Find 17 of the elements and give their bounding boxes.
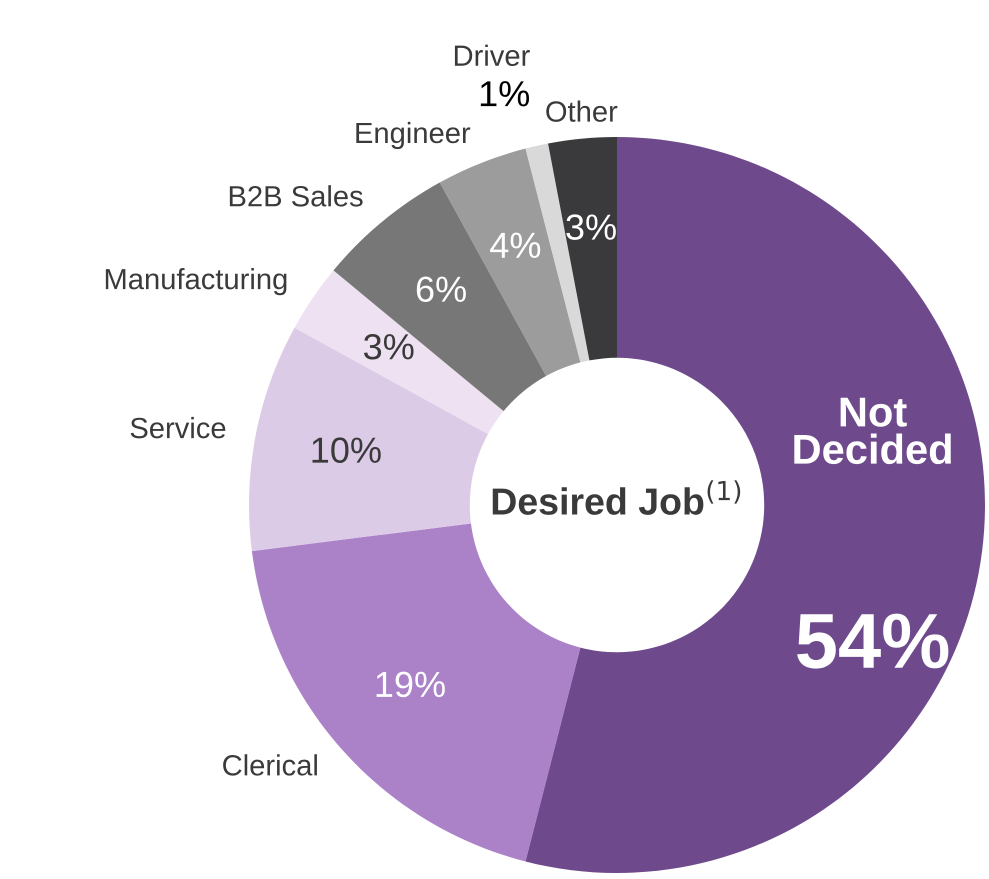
data-label: 3% — [566, 214, 616, 240]
data-label: 19% — [376, 672, 445, 698]
data-label: 54% — [797, 614, 948, 669]
data-label: 10% — [312, 437, 381, 463]
data-label: 4% — [490, 232, 540, 258]
data-label: 1% — [480, 81, 530, 106]
slice-label: Engineer — [356, 122, 470, 150]
slice-label: Driver — [454, 44, 530, 66]
slice-label: Service — [130, 416, 226, 438]
slice-label: Clerical — [223, 754, 317, 776]
data-label: 3% — [364, 334, 414, 360]
slice-label: Not Decided — [794, 398, 951, 464]
text: Desired Job$^{(1)}$ — [492, 480, 740, 515]
slice-label: B2B Sales — [230, 185, 363, 207]
data-label: 6% — [416, 276, 466, 302]
slice-label: Manufacturing — [106, 268, 286, 296]
slice-label: Other — [546, 100, 618, 122]
